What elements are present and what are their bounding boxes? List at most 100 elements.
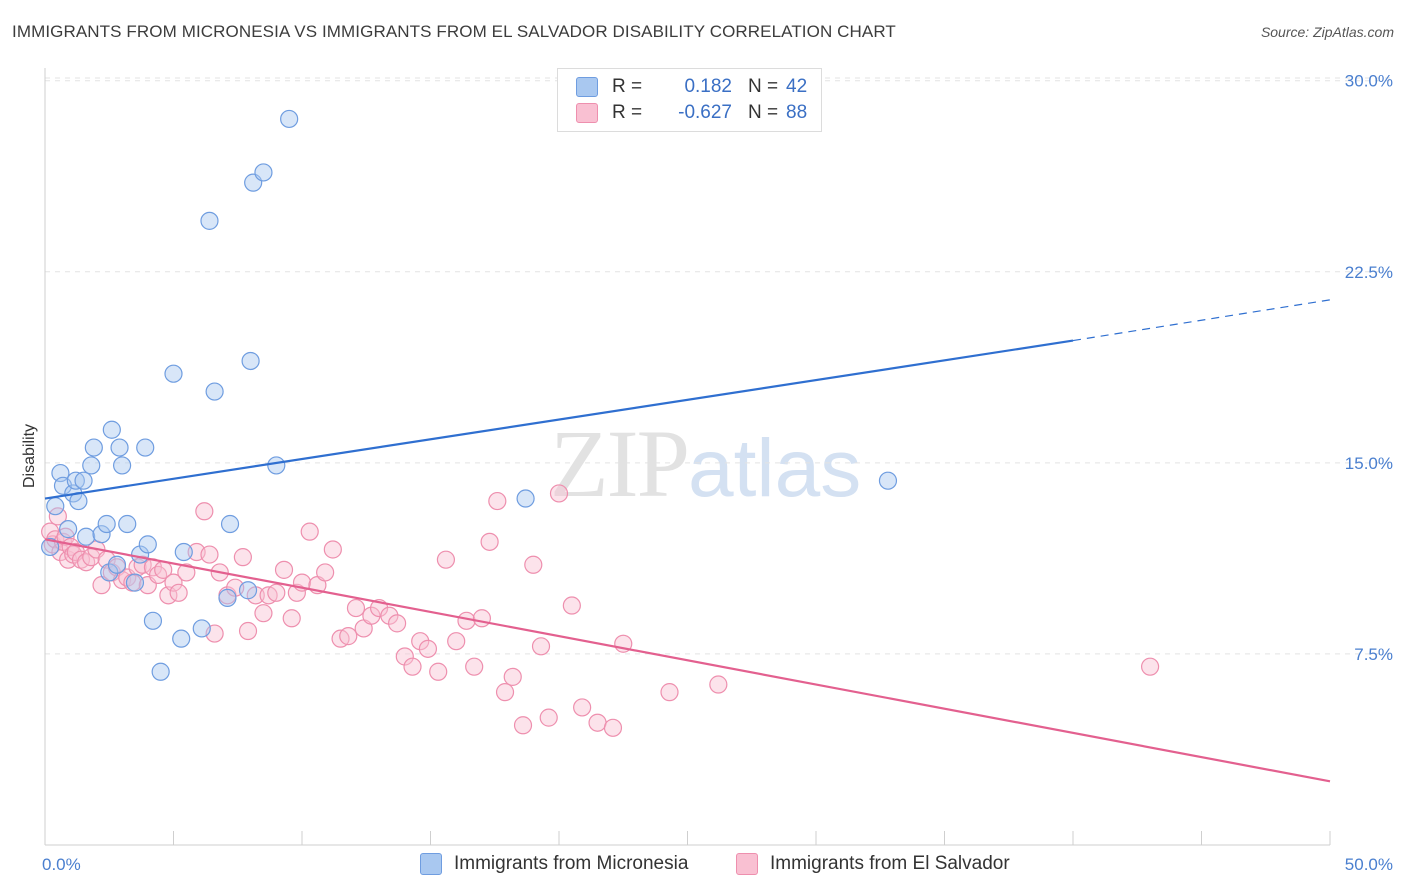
- data-point: [562, 596, 581, 615]
- data-point: [465, 657, 484, 676]
- data-point: [429, 662, 448, 681]
- legend-n-label: N =: [748, 76, 779, 97]
- watermark-atlas: atlas: [688, 423, 862, 514]
- data-point: [418, 639, 438, 658]
- series-swatch-micronesia: [420, 853, 442, 875]
- data-point: [339, 627, 358, 646]
- data-point: [323, 540, 342, 559]
- data-point: [480, 532, 499, 551]
- data-point: [588, 713, 607, 732]
- data-point: [125, 573, 145, 592]
- data-point: [151, 662, 170, 681]
- data-point: [110, 438, 129, 457]
- data-point: [254, 604, 273, 623]
- chart-source: Source: ZipAtlas.com: [1260, 24, 1394, 40]
- series-legend-el-salvador[interactable]: Immigrants from El Salvador: [736, 853, 1010, 875]
- data-point: [387, 614, 407, 633]
- data-point: [516, 489, 535, 508]
- y-tick-label: 30.0%: [1345, 72, 1393, 91]
- data-point: [118, 514, 137, 534]
- trend-line: [44, 339, 1074, 500]
- data-point: [97, 514, 116, 534]
- data-point: [274, 560, 294, 579]
- x-tick-label-min: 0.0%: [42, 855, 81, 874]
- data-point: [472, 609, 491, 628]
- data-point: [102, 420, 121, 439]
- y-axis-title: Disability: [21, 424, 38, 488]
- series-legend-micronesia[interactable]: Immigrants from Micronesia: [420, 853, 688, 875]
- data-point: [1140, 657, 1160, 676]
- data-point: [74, 471, 93, 490]
- data-point: [447, 632, 466, 651]
- data-point: [77, 527, 96, 546]
- series-legend: Immigrants from Micronesia Immigrants fr…: [0, 853, 1406, 877]
- legend-n-value: 42: [786, 76, 808, 97]
- data-point: [282, 609, 301, 628]
- data-point: [172, 629, 191, 648]
- data-point: [107, 555, 127, 574]
- data-point: [573, 698, 592, 717]
- data-point: [254, 163, 273, 182]
- series-swatch-el-salvador: [736, 853, 758, 875]
- trend-lines: [44, 299, 1331, 783]
- data-point: [531, 637, 551, 656]
- data-point: [169, 583, 188, 602]
- data-point: [77, 553, 96, 572]
- data-point: [539, 708, 558, 727]
- data-point: [100, 563, 119, 582]
- series-label-el-salvador: Immigrants from El Salvador: [770, 853, 1010, 874]
- data-point: [395, 647, 414, 666]
- data-point: [549, 484, 569, 503]
- data-point: [238, 581, 258, 600]
- data-point: [192, 619, 211, 638]
- data-point: [82, 456, 101, 475]
- data-point: [84, 438, 103, 457]
- legend-swatch-micronesia: [576, 77, 598, 97]
- data-point: [488, 491, 507, 511]
- legend-swatch-el-salvador: [576, 103, 598, 123]
- legend-r-label: R =: [612, 76, 643, 97]
- data-point: [503, 667, 522, 686]
- data-point: [59, 520, 78, 539]
- data-point: [92, 525, 111, 544]
- y-tick-label: 7.5%: [1354, 645, 1393, 664]
- data-point: [267, 583, 286, 602]
- chart-title: IMMIGRANTS FROM MICRONESIA VS IMMIGRANTS…: [12, 22, 896, 41]
- data-point: [200, 211, 219, 230]
- data-point: [177, 563, 196, 582]
- legend-n-label: N =: [748, 102, 779, 123]
- legend: R = 0.182 N = 42 R = -0.627 N = 88: [557, 68, 822, 132]
- data-point: [218, 588, 237, 607]
- data-point: [878, 471, 898, 490]
- series-label-micronesia: Immigrants from Micronesia: [454, 853, 689, 874]
- data-point: [112, 456, 132, 475]
- data-point: [316, 563, 335, 582]
- data-point: [220, 514, 240, 534]
- data-point: [200, 545, 219, 564]
- watermark-zip: ZIP: [550, 410, 690, 517]
- data-point: [362, 606, 381, 625]
- data-point: [346, 598, 366, 618]
- data-point: [205, 382, 224, 401]
- data-point: [380, 606, 399, 625]
- data-point: [238, 621, 258, 641]
- data-point: [41, 537, 60, 557]
- data-point: [513, 716, 533, 735]
- legend-r-label: R =: [612, 102, 643, 123]
- data-point: [300, 522, 319, 541]
- data-point: [403, 657, 422, 676]
- y-tick-label: 22.5%: [1345, 263, 1393, 282]
- data-point: [267, 456, 286, 475]
- data-point: [164, 364, 183, 383]
- y-tick-labels: 7.5% 15.0% 22.5% 30.0%: [1345, 72, 1393, 664]
- data-point: [495, 683, 515, 702]
- data-point: [138, 535, 157, 554]
- data-points: [41, 109, 1160, 737]
- y-tick-label: 15.0%: [1345, 454, 1393, 473]
- data-point: [148, 565, 168, 585]
- data-point: [660, 683, 679, 702]
- data-point: [436, 550, 456, 569]
- data-point: [709, 675, 728, 694]
- legend-r-value: -0.627: [678, 102, 732, 123]
- legend-r-value: 0.182: [684, 76, 732, 97]
